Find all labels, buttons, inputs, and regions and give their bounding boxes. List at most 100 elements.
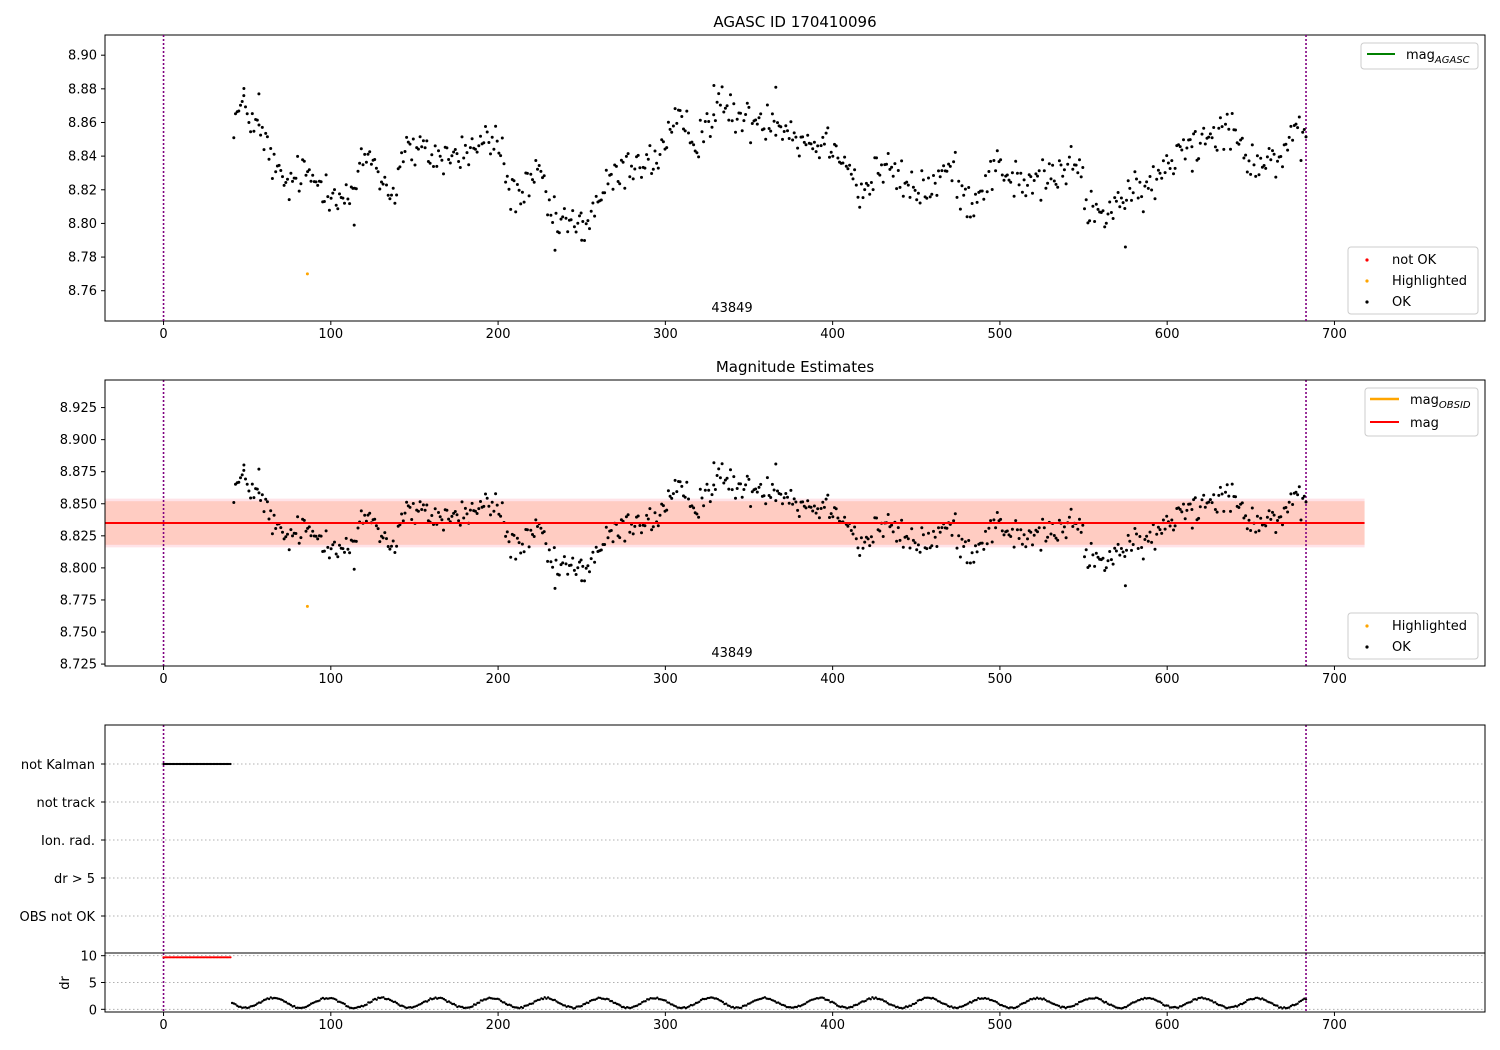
dr-ok-point [471, 1005, 474, 1008]
ok-point [348, 551, 352, 555]
ok-point [619, 158, 623, 162]
ok-point [515, 536, 519, 540]
dr-ok-point [881, 998, 884, 1001]
ok-point [774, 462, 778, 466]
ok-point [421, 503, 425, 507]
ok-point [368, 511, 372, 515]
ok-point [1153, 547, 1157, 551]
ok-point [863, 540, 867, 544]
ok-point [678, 109, 682, 112]
ok-point [515, 183, 519, 186]
ok-point [1215, 148, 1219, 152]
ok-point [338, 192, 341, 196]
dr-ok-point [395, 1001, 398, 1005]
ok-point [999, 517, 1003, 521]
ok-point [457, 519, 461, 523]
ok-point [1119, 547, 1123, 550]
ok-point [327, 556, 331, 560]
ok-point [945, 526, 949, 530]
dr-ok-point [1135, 1000, 1138, 1003]
ok-point [989, 159, 993, 163]
dr-ok-point [767, 997, 770, 1001]
ok-point [713, 488, 717, 491]
ok-point [1183, 157, 1187, 161]
ok-point [1250, 143, 1254, 147]
dr-ok-point [871, 996, 874, 999]
ok-point [618, 182, 622, 186]
ok-point [723, 106, 727, 110]
dr-ok-point [1261, 997, 1264, 1000]
dr-ok-point [1089, 997, 1093, 1000]
ok-point [962, 545, 966, 548]
dr-ok-point [783, 1004, 787, 1007]
ok-point [985, 542, 989, 546]
ok-point [875, 516, 878, 520]
ok-point [435, 164, 439, 168]
ok-point [1002, 178, 1006, 182]
ok-point [331, 191, 335, 195]
ok-point [1247, 518, 1251, 522]
ok-point [240, 100, 244, 103]
dr-ok-point [701, 997, 704, 1001]
ok-point [326, 545, 330, 549]
ok-point [1126, 179, 1130, 183]
ok-point [1143, 538, 1147, 541]
y-tick-label: 8.88 [68, 82, 97, 97]
dr-ok-point [573, 1007, 577, 1010]
ok-point [962, 193, 966, 197]
dr-ok-point [1195, 998, 1199, 1001]
ok-point [1106, 559, 1110, 563]
dr-ok-point [321, 996, 325, 1000]
ok-point [812, 140, 816, 144]
ok-point [458, 523, 462, 527]
ok-point [580, 579, 584, 583]
ok-point [1173, 524, 1177, 528]
ok-point [690, 504, 694, 508]
ok-point [1160, 531, 1164, 535]
dr-ok-point [656, 996, 659, 999]
ok-point [504, 180, 508, 184]
ok-point [1104, 221, 1108, 225]
dr-ok-point [938, 1000, 941, 1003]
ok-point [1022, 533, 1026, 537]
ok-point [824, 131, 828, 135]
ok-point [232, 501, 236, 504]
dr-ok-point [639, 1002, 642, 1006]
x-tick-label: 500 [987, 1018, 1012, 1033]
ok-point [1200, 132, 1204, 136]
dr-ok-point [1288, 1006, 1291, 1009]
dr-ok-point [577, 1005, 580, 1008]
dr-ok-point [1042, 997, 1046, 1000]
ok-point [952, 160, 956, 164]
ok-point [509, 555, 513, 559]
ok-point [910, 527, 914, 531]
dr-ok-point [365, 1003, 368, 1006]
ok-point [1272, 152, 1276, 156]
ok-point [732, 475, 736, 479]
ok-point [1215, 510, 1219, 514]
dr-ok-point [357, 1005, 360, 1009]
ok-point [774, 85, 778, 89]
ok-point [1178, 507, 1182, 511]
ok-point [1301, 496, 1305, 500]
ok-point [1089, 189, 1093, 193]
ok-point [532, 180, 536, 184]
ok-point [1074, 163, 1078, 167]
ok-point [574, 573, 578, 576]
ok-point [633, 524, 637, 528]
dr-ok-point [1104, 1000, 1108, 1004]
ok-point [1202, 493, 1206, 497]
ok-point [819, 144, 823, 148]
dr-ok-point [1235, 1005, 1239, 1008]
dr-ok-point [464, 1006, 467, 1009]
dr-ok-point [909, 1004, 913, 1007]
dr-ok-point [945, 1003, 948, 1006]
ok-point [331, 543, 335, 547]
ok-point [1103, 569, 1107, 572]
dr-ok-point [647, 998, 651, 1001]
ok-point [1207, 135, 1211, 139]
ok-point [244, 477, 247, 481]
ok-point [974, 192, 977, 196]
ok-point [1267, 147, 1271, 150]
ok-point [995, 511, 999, 514]
